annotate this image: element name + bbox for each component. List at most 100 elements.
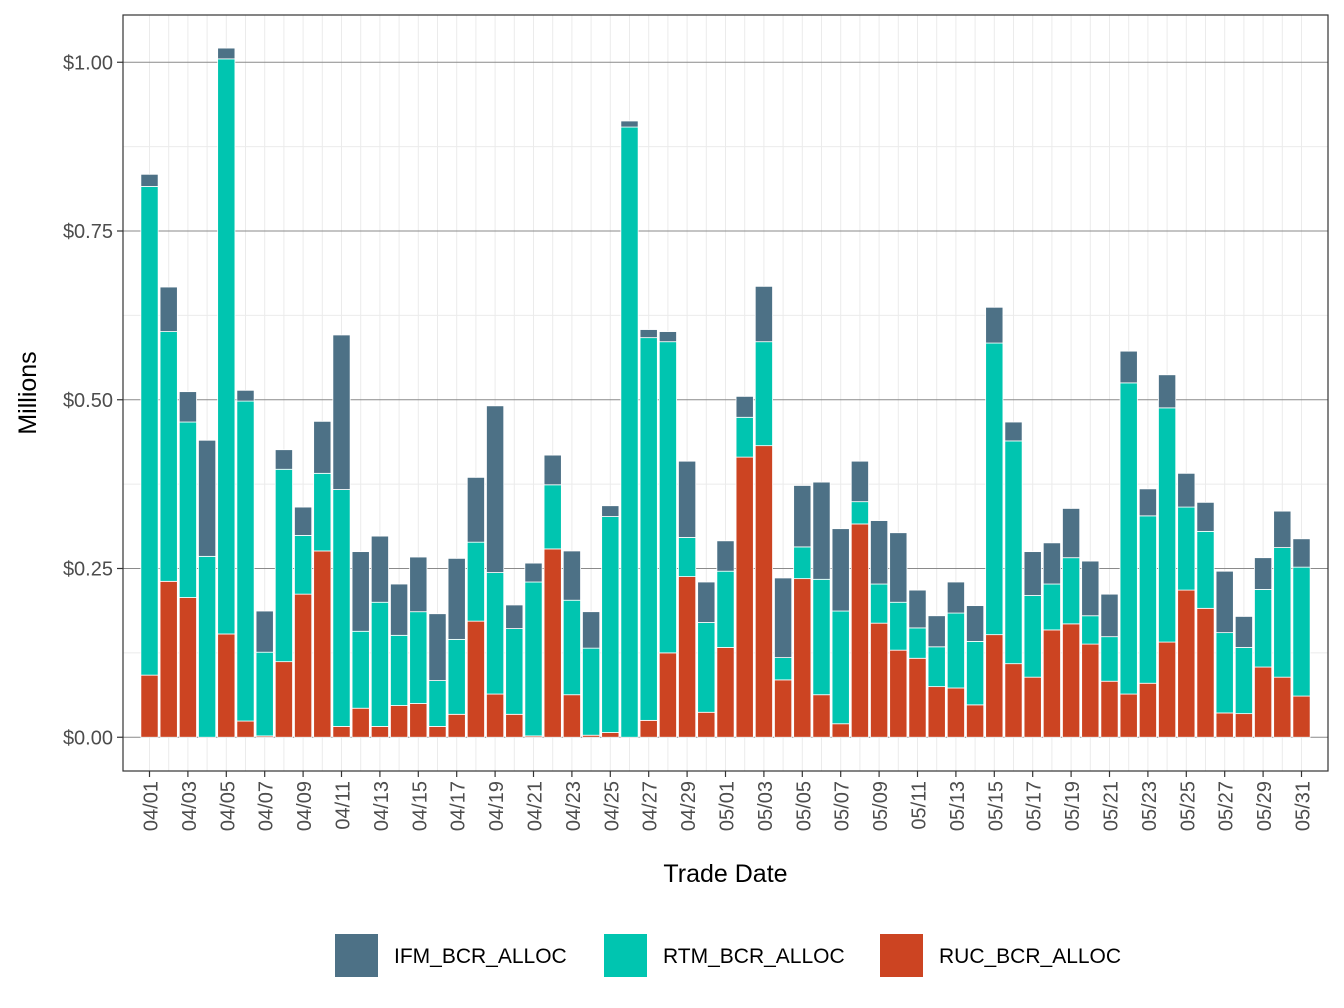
bar-ruc-bcr-alloc	[159, 580, 178, 738]
bar-ifm-bcr-alloc	[255, 610, 274, 653]
x-tick-label: 04/23	[563, 781, 585, 831]
bar-rtm-bcr-alloc	[927, 646, 946, 688]
bar-ifm-bcr-alloc	[370, 535, 389, 603]
x-tick-label: 04/17	[448, 781, 470, 831]
y-tick-label: $0.00	[63, 727, 113, 749]
bar-rtm-bcr-alloc	[1023, 595, 1042, 678]
bar-ifm-bcr-alloc	[466, 476, 485, 543]
bar-ruc-bcr-alloc	[562, 694, 581, 738]
bar-ifm-bcr-alloc	[409, 556, 428, 613]
bar-ifm-bcr-alloc	[639, 329, 658, 339]
bar-ruc-bcr-alloc	[543, 548, 562, 738]
bar-rtm-bcr-alloc	[217, 58, 236, 635]
bar-ruc-bcr-alloc	[889, 649, 908, 738]
x-tick-label: 04/09	[294, 781, 316, 831]
x-tick-label: 04/19	[486, 781, 508, 831]
bar-ifm-bcr-alloc	[1062, 508, 1081, 559]
y-tick-label: $0.25	[63, 559, 113, 581]
bar-ifm-bcr-alloc	[582, 611, 601, 649]
bar-ifm-bcr-alloc	[793, 485, 812, 548]
bar-rtm-bcr-alloc	[198, 555, 217, 738]
bar-ruc-bcr-alloc	[966, 704, 985, 738]
bar-ifm-bcr-alloc	[697, 581, 716, 623]
bar-rtm-bcr-alloc	[255, 651, 274, 737]
bar-ruc-bcr-alloc	[1138, 682, 1157, 738]
bar-ifm-bcr-alloc	[543, 454, 562, 486]
bar-ifm-bcr-alloc	[831, 528, 850, 612]
bar-rtm-bcr-alloc	[946, 612, 965, 689]
legend-label: IFM_BCR_ALLOC	[394, 945, 567, 968]
bar-rtm-bcr-alloc	[985, 342, 1004, 636]
bar-ruc-bcr-alloc	[1196, 607, 1215, 738]
x-tick-label: 05/03	[755, 781, 777, 831]
bar-rtm-bcr-alloc	[524, 581, 543, 737]
y-tick-label: $0.75	[63, 221, 113, 243]
bar-ifm-bcr-alloc	[889, 532, 908, 603]
x-tick-label: 05/31	[1293, 781, 1315, 831]
bar-ruc-bcr-alloc	[601, 732, 620, 738]
x-axis-title: Trade Date	[663, 860, 787, 888]
bar-rtm-bcr-alloc	[409, 611, 428, 704]
bar-ruc-bcr-alloc	[1081, 643, 1100, 738]
bar-ifm-bcr-alloc	[1177, 472, 1196, 508]
bar-rtm-bcr-alloc	[658, 341, 677, 654]
x-tick-label: 04/15	[409, 781, 431, 831]
bar-rtm-bcr-alloc	[850, 501, 869, 525]
bar-ruc-bcr-alloc	[332, 726, 351, 738]
legend-label: RUC_BCR_ALLOC	[939, 945, 1121, 968]
bar-ifm-bcr-alloc	[1196, 501, 1215, 532]
bar-rtm-bcr-alloc	[908, 627, 927, 659]
bar-ifm-bcr-alloc	[908, 589, 927, 629]
bar-ruc-bcr-alloc	[639, 719, 658, 738]
bar-rtm-bcr-alloc	[562, 599, 581, 696]
bar-rtm-bcr-alloc	[678, 537, 697, 578]
x-tick-label: 04/03	[179, 781, 201, 831]
y-axis: $0.00 $0.25 $0.50 $0.75 $1.00	[63, 52, 123, 749]
x-tick-label: 05/13	[947, 781, 969, 831]
bar-ifm-bcr-alloc	[1254, 557, 1273, 590]
bar-rtm-bcr-alloc	[870, 583, 889, 624]
bar-ruc-bcr-alloc	[1158, 641, 1177, 738]
bar-rtm-bcr-alloc	[1042, 583, 1061, 631]
bar-ifm-bcr-alloc	[1042, 542, 1061, 585]
x-axis: 04/01 04/03 04/05 04/07 04/09 04/11 04/13 04/15…	[141, 771, 1315, 831]
bar-rtm-bcr-alloc	[1100, 636, 1119, 682]
bar-ifm-bcr-alloc	[1023, 551, 1042, 596]
bar-rtm-bcr-alloc	[1177, 506, 1196, 591]
x-tick-label: 05/07	[832, 781, 854, 831]
bar-ruc-bcr-alloc	[1177, 589, 1196, 738]
bar-ruc-bcr-alloc	[754, 445, 773, 738]
bar-ifm-bcr-alloc	[294, 506, 313, 536]
bar-ruc-bcr-alloc	[428, 726, 447, 738]
bar-rtm-bcr-alloc	[889, 601, 908, 651]
x-tick-label: 05/25	[1177, 781, 1199, 831]
bar-ruc-bcr-alloc	[466, 620, 485, 738]
bar-ifm-bcr-alloc	[658, 331, 677, 343]
bar-rtm-bcr-alloc	[543, 484, 562, 550]
bar-rtm-bcr-alloc	[1215, 632, 1234, 714]
bar-rtm-bcr-alloc	[505, 628, 524, 715]
bar-ruc-bcr-alloc	[1254, 666, 1273, 738]
bar-ruc-bcr-alloc	[236, 720, 255, 738]
x-tick-label: 05/27	[1216, 781, 1238, 831]
bar-rtm-bcr-alloc	[582, 647, 601, 736]
bar-ifm-bcr-alloc	[1138, 488, 1157, 517]
bar-rtm-bcr-alloc	[735, 416, 754, 458]
bar-ifm-bcr-alloc	[1004, 421, 1023, 442]
bar-rtm-bcr-alloc	[1292, 566, 1311, 697]
bar-ruc-bcr-alloc	[1215, 712, 1234, 738]
bar-rtm-bcr-alloc	[1081, 615, 1100, 645]
bar-ifm-bcr-alloc	[1081, 560, 1100, 617]
bar-rtm-bcr-alloc	[1196, 530, 1215, 609]
bar-rtm-bcr-alloc	[332, 489, 351, 727]
bar-ifm-bcr-alloc	[428, 613, 447, 681]
bar-rtm-bcr-alloc	[274, 468, 293, 663]
bar-rtm-bcr-alloc	[1119, 382, 1138, 695]
bar-rtm-bcr-alloc	[159, 331, 178, 582]
bar-ifm-bcr-alloc	[313, 420, 332, 474]
bar-ifm-bcr-alloc	[486, 405, 505, 573]
bar-rtm-bcr-alloc	[466, 541, 485, 622]
bar-ruc-bcr-alloc	[1023, 676, 1042, 738]
bar-ruc-bcr-alloc	[908, 657, 927, 738]
